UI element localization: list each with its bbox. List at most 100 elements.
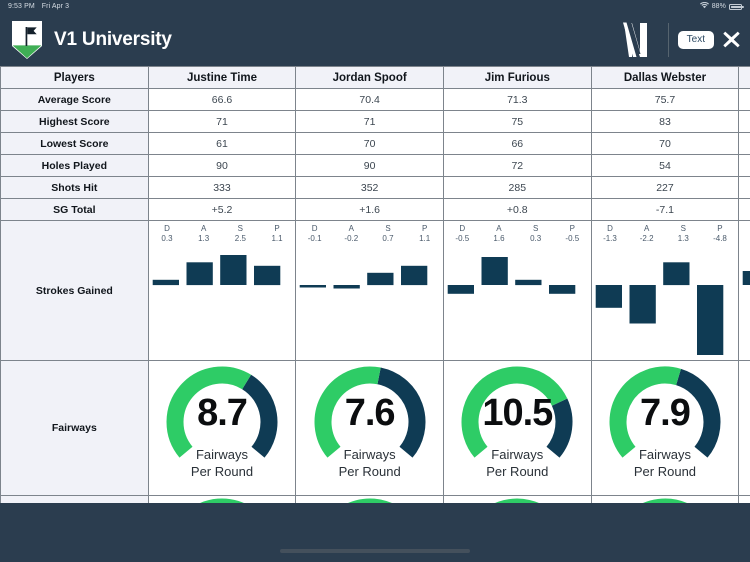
next-row-gauge-0 bbox=[164, 496, 280, 503]
sg-key-value: -1.3 bbox=[603, 234, 617, 243]
cell-3-1: 90 bbox=[295, 154, 444, 177]
page-title: V1 University bbox=[54, 28, 172, 50]
stats-table: Players Justine Time Jordan Spoof Jim Furio… bbox=[0, 66, 750, 503]
sg-key-value: 1.3 bbox=[198, 234, 210, 243]
strokes-gained-cell-3: D -1.3 A -2.2 S 1.3 P -4.8 bbox=[590, 220, 740, 361]
fairways-gauge-1: 7.6 Fairways Per Round bbox=[312, 364, 428, 492]
strokes-gained-row: Strokes Gained D 0.3 A 1.3 S 2.5 P 1.1 D -0.1 A -0.2… bbox=[0, 220, 750, 361]
close-icon[interactable] bbox=[723, 31, 740, 48]
next-row-partial bbox=[0, 495, 750, 503]
sg-bar-A bbox=[629, 285, 656, 324]
column-header-player-2[interactable]: Jim Furious bbox=[442, 66, 592, 89]
sg-key-D: D -0.1 bbox=[296, 224, 333, 244]
sg-key-D: D -1.3 bbox=[592, 224, 629, 244]
sg-bar-S bbox=[662, 262, 690, 286]
fairways-cell-3: 7.9 Fairways Per Round bbox=[590, 360, 740, 496]
fairways-caption-1: Fairways Per Round bbox=[312, 446, 428, 480]
strokes-gained-cell-2: D -0.5 A 1.6 S 0.3 P -0.5 bbox=[442, 220, 592, 361]
row-label-5: SG Total bbox=[0, 198, 149, 221]
stats-table-scroll[interactable]: Players Justine Time Jordan Spoof Jim Furio… bbox=[0, 66, 750, 503]
text-button[interactable]: Text bbox=[677, 30, 714, 49]
column-header-player-1[interactable]: Jordan Spoof bbox=[295, 66, 444, 89]
app-header: V1 University Text bbox=[0, 13, 750, 66]
column-header-player-3[interactable]: Dallas Webster bbox=[590, 66, 740, 89]
sg-key-label: P bbox=[421, 224, 428, 233]
next-row-cell-4 bbox=[738, 495, 750, 503]
sg-key-S: S 2.5 bbox=[222, 224, 259, 244]
sg-key-value: 0.3 bbox=[530, 234, 542, 243]
cell-1-1: 71 bbox=[295, 110, 444, 133]
table-row: Lowest Score6170667065 bbox=[0, 132, 750, 155]
next-row-cell-2 bbox=[442, 495, 592, 503]
next-row-cell-1 bbox=[295, 495, 444, 503]
cell-0-0: 66.6 bbox=[147, 88, 297, 111]
sg-bar-P bbox=[696, 285, 723, 355]
sg-bar-A bbox=[481, 257, 508, 285]
fairways-value-0: 8.7 bbox=[197, 392, 248, 434]
row-label-next bbox=[0, 495, 149, 503]
column-header-player-0[interactable]: Justine Time bbox=[147, 66, 297, 89]
sg-key-A: A 1.3 bbox=[185, 224, 222, 244]
cell-0-3: 75.7 bbox=[590, 88, 740, 111]
status-bar: 9:53 PM Fri Apr 3 88% bbox=[0, 0, 750, 13]
fairways-value-2: 10.5 bbox=[482, 392, 553, 434]
fairways-caption-line2: Per Round bbox=[486, 464, 549, 480]
cell-5-4: +2.6 bbox=[738, 198, 750, 221]
sg-key-label: A bbox=[643, 224, 650, 233]
sg-bars-svg-4 bbox=[742, 271, 750, 285]
sg-key-P: P 1.1 bbox=[259, 224, 296, 244]
sg-key-value: 1.3 bbox=[677, 234, 689, 243]
sg-bar-D bbox=[447, 285, 474, 294]
sg-key-label: P bbox=[274, 224, 280, 233]
sg-key-P: P 1.1 bbox=[406, 224, 443, 244]
fairways-gauge-3: 7.9 Fairways Per Round bbox=[607, 364, 723, 492]
battery-percent-label: 88% bbox=[711, 3, 726, 10]
cell-5-0: +5.2 bbox=[147, 198, 297, 221]
fairways-caption-line1: Fairways bbox=[343, 447, 396, 462]
fairways-caption-3: Fairways Per Round bbox=[607, 446, 723, 480]
sg-bar-S bbox=[367, 272, 394, 286]
sg-bar-D bbox=[152, 279, 179, 286]
fairways-cell-1: 7.6 Fairways Per Round bbox=[295, 360, 444, 496]
sg-bars-svg-1 bbox=[300, 265, 428, 289]
row-label-1: Highest Score bbox=[0, 110, 149, 133]
sg-key-label: P bbox=[569, 224, 575, 233]
sg-bar-A bbox=[186, 262, 213, 286]
sg-key-label: A bbox=[348, 224, 354, 233]
cell-2-3: 70 bbox=[590, 132, 740, 155]
sg-key-value: 2.5 bbox=[234, 234, 246, 243]
table-header-row: Players Justine Time Jordan Spoof Jim Furio… bbox=[0, 66, 750, 89]
status-time: 9:53 PM bbox=[8, 3, 35, 10]
cell-5-3: -7.1 bbox=[590, 198, 740, 221]
sg-bar-D bbox=[300, 285, 327, 288]
sg-key-label: A bbox=[496, 224, 502, 233]
gauge-track bbox=[376, 367, 426, 458]
sg-key-label: S bbox=[680, 224, 686, 233]
sg-bar-P bbox=[253, 265, 280, 286]
wifi-icon bbox=[699, 1, 709, 11]
next-row-cell-0 bbox=[147, 495, 297, 503]
sg-key-S: S 0.7 bbox=[370, 224, 407, 244]
column-header-player-4[interactable]: Brooks Cap bbox=[738, 66, 750, 89]
v1-brand-logo-icon bbox=[621, 20, 659, 60]
cell-2-1: 70 bbox=[295, 132, 444, 155]
sg-bars-svg-2 bbox=[447, 257, 576, 294]
sg-key-label: D bbox=[607, 224, 613, 233]
table-row: SG Total+5.2+1.6+0.8-7.1+2.6 bbox=[0, 198, 750, 221]
gauge-value-arc bbox=[461, 366, 568, 458]
fairways-row: Fairways 8.7 Fairways Per Round 7.6 Fairways P… bbox=[0, 360, 750, 496]
cell-1-3: 83 bbox=[590, 110, 740, 133]
sg-key-value: -0.2 bbox=[344, 234, 359, 243]
gauge-track bbox=[241, 374, 278, 458]
strokes-gained-chart-0: D 0.3 A 1.3 S 2.5 P 1.1 bbox=[149, 221, 296, 360]
gauge-value-arc bbox=[166, 366, 252, 458]
cell-4-4: 340 bbox=[738, 176, 750, 199]
cell-1-2: 75 bbox=[442, 110, 592, 133]
fairways-caption-line2: Per Round bbox=[338, 464, 401, 480]
sg-key-value: -2.2 bbox=[639, 234, 654, 243]
next-row-gauge-3 bbox=[607, 496, 723, 503]
cell-0-4: 69.8 bbox=[738, 88, 750, 111]
sg-key-D: D -0.5 bbox=[444, 224, 481, 244]
sg-key-label: A bbox=[200, 224, 207, 233]
gauge-value-arc bbox=[609, 366, 681, 458]
